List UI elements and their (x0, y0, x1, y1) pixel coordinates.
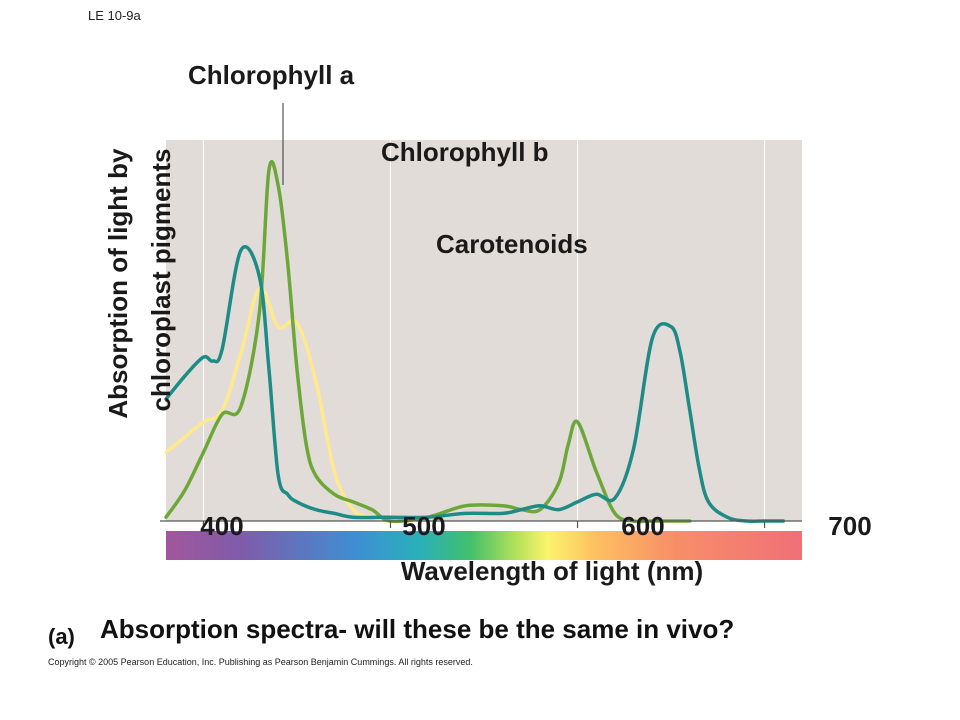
figure-code: LE 10-9a (88, 8, 141, 23)
x-tick-label-600: 600 (621, 511, 664, 541)
absorption-chart: 400 500 600 700 Chlorophyll a Chlorophyll b… (103, 60, 872, 586)
x-ticks (202, 521, 766, 528)
series-label-carotenoids: Carotenoids (436, 229, 588, 259)
x-tick-label-400: 400 (200, 511, 243, 541)
y-axis-label: Absorption of light by chloroplast pigme… (103, 141, 176, 418)
gridlines (202, 140, 766, 521)
series-layer (164, 160, 786, 524)
spectrum-bar (166, 531, 802, 560)
series-label-chlorophyll-a: Chlorophyll a (188, 60, 355, 90)
plot-area (166, 140, 802, 521)
question-caption: Absorption spectra- will these be the sa… (100, 614, 735, 644)
copyright-notice: Copyright © 2005 Pearson Education, Inc.… (48, 657, 473, 667)
series-label-chlorophyll-b: Chlorophyll b (381, 137, 549, 167)
x-tick-label-500: 500 (402, 511, 445, 541)
x-axis-label: Wavelength of light (nm) (401, 556, 703, 586)
x-tick-labels: 400 500 600 700 (200, 511, 871, 541)
series-line-chlorophyll-b (164, 160, 692, 524)
series-line-chlorophyll-a (164, 245, 786, 524)
panel-label: (a) (48, 624, 75, 649)
x-tick-label-700: 700 (828, 511, 871, 541)
